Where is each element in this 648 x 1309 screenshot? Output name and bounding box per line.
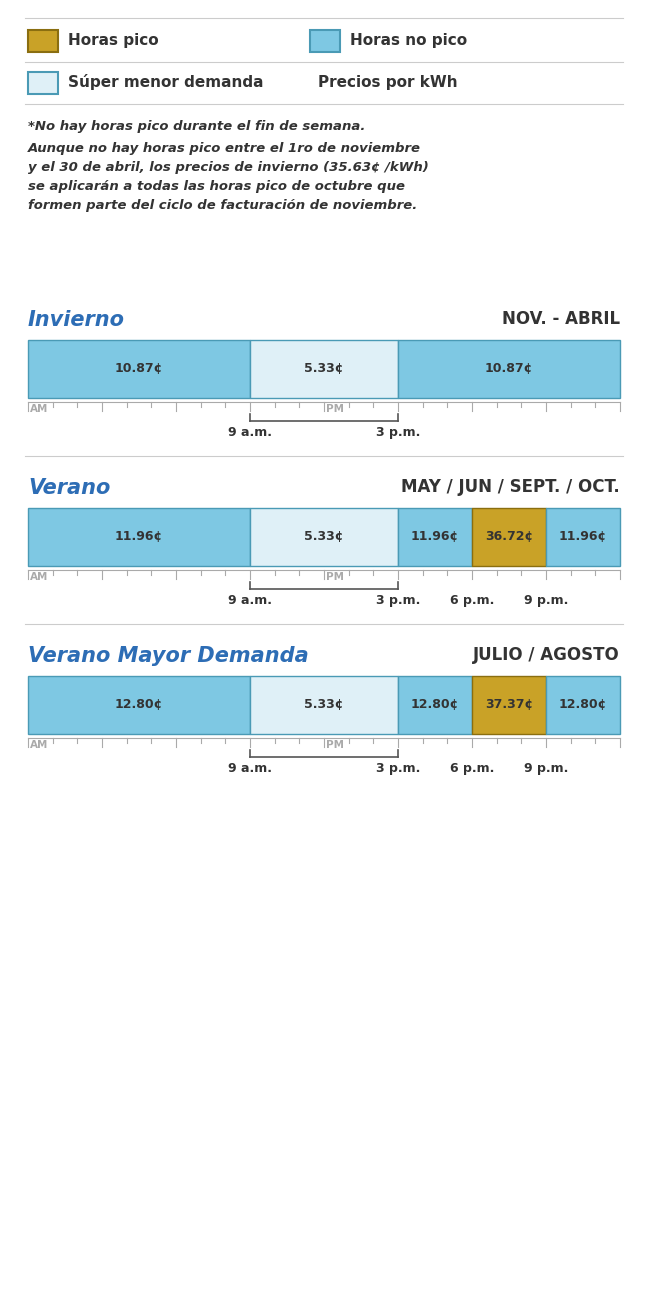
Text: 3 p.m.: 3 p.m. (376, 425, 420, 439)
Text: 36.72¢: 36.72¢ (485, 530, 533, 543)
Bar (546, 508, 620, 565)
Text: 11.96¢: 11.96¢ (411, 530, 459, 543)
Text: AM: AM (30, 740, 49, 750)
Bar (398, 675, 472, 734)
Text: 11.96¢: 11.96¢ (559, 530, 607, 543)
Text: JULIO / AGOSTO: JULIO / AGOSTO (473, 647, 620, 664)
Text: 3 p.m.: 3 p.m. (376, 594, 420, 607)
Text: 6 p.m.: 6 p.m. (450, 762, 494, 775)
Text: 10.87¢: 10.87¢ (115, 363, 163, 376)
Text: 3 p.m.: 3 p.m. (376, 762, 420, 775)
Text: 5.33¢: 5.33¢ (305, 699, 343, 712)
Text: AM: AM (30, 572, 49, 583)
Bar (472, 675, 546, 734)
Bar (28, 675, 250, 734)
Text: 12.80¢: 12.80¢ (559, 699, 607, 712)
Text: Súper menor demanda: Súper menor demanda (68, 75, 264, 90)
Text: 12.80¢: 12.80¢ (115, 699, 163, 712)
Bar (28, 30, 58, 52)
Text: 6 p.m.: 6 p.m. (450, 594, 494, 607)
Bar (250, 340, 398, 398)
Text: 9 a.m.: 9 a.m. (228, 762, 272, 775)
Text: 9 p.m.: 9 p.m. (524, 762, 568, 775)
Text: 9 a.m.: 9 a.m. (228, 425, 272, 439)
Bar (28, 508, 250, 565)
Text: PM: PM (326, 404, 344, 414)
Bar (398, 340, 620, 398)
Text: 9 a.m.: 9 a.m. (228, 594, 272, 607)
Bar (28, 72, 58, 94)
Text: 5.33¢: 5.33¢ (305, 363, 343, 376)
Text: 9 p.m.: 9 p.m. (524, 594, 568, 607)
Bar (250, 508, 398, 565)
Text: 10.87¢: 10.87¢ (485, 363, 533, 376)
Text: 5.33¢: 5.33¢ (305, 530, 343, 543)
Text: Precios por kWh: Precios por kWh (318, 75, 457, 89)
Text: *No hay horas pico durante el fin de semana.: *No hay horas pico durante el fin de sem… (28, 120, 365, 134)
Text: 37.37¢: 37.37¢ (485, 699, 533, 712)
Bar (28, 340, 250, 398)
Text: NOV. - ABRIL: NOV. - ABRIL (502, 310, 620, 329)
Text: 11.96¢: 11.96¢ (115, 530, 163, 543)
Text: Verano: Verano (28, 478, 110, 497)
Bar (250, 675, 398, 734)
Text: Horas pico: Horas pico (68, 33, 159, 47)
Text: PM: PM (326, 740, 344, 750)
Text: 12.80¢: 12.80¢ (411, 699, 459, 712)
Bar (398, 508, 472, 565)
Text: Aunque no hay horas pico entre el 1ro de noviembre
y el 30 de abril, los precios: Aunque no hay horas pico entre el 1ro de… (28, 141, 429, 212)
Bar (472, 508, 546, 565)
Text: MAY / JUN / SEPT. / OCT.: MAY / JUN / SEPT. / OCT. (401, 478, 620, 496)
Text: AM: AM (30, 404, 49, 414)
Text: PM: PM (326, 572, 344, 583)
Text: Verano Mayor Demanda: Verano Mayor Demanda (28, 647, 308, 666)
Bar (310, 30, 340, 52)
Bar (546, 675, 620, 734)
Text: Horas no pico: Horas no pico (350, 33, 467, 47)
Text: Invierno: Invierno (28, 310, 125, 330)
